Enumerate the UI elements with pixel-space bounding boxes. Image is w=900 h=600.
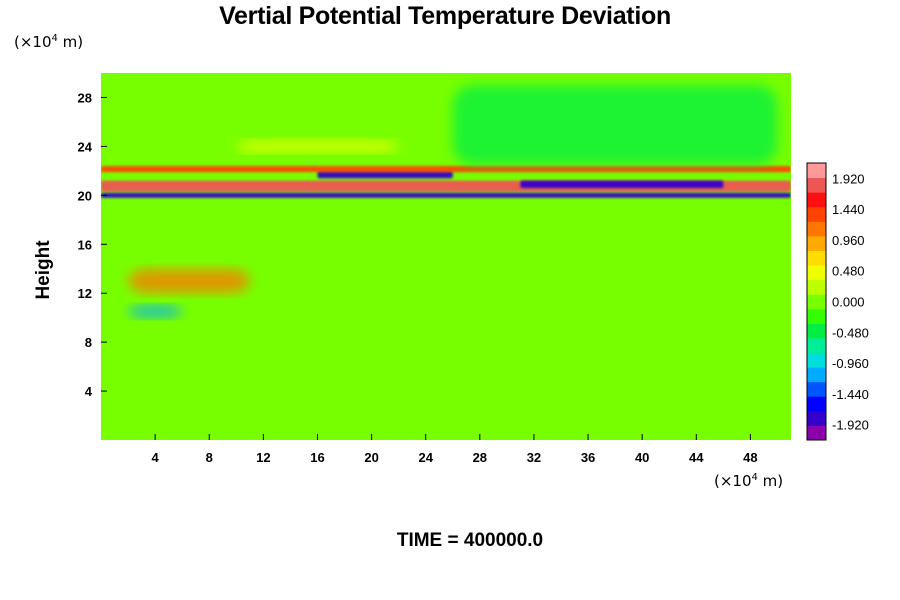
colorbar-segment [807,381,826,397]
x-tick-label: 12 [256,450,270,465]
y-tick-label: 8 [85,335,92,350]
colorbar-segment [807,177,826,193]
colorbar-segment [807,367,826,383]
colorbar-tick-label: -1.920 [832,418,869,433]
x-axis-unit: (×104 m) [714,472,784,490]
x-tick-label: 36 [581,450,595,465]
y-tick-label: 28 [78,90,92,105]
x-tick-label: 20 [364,450,378,465]
colorbar-tick-label: -0.960 [832,356,869,371]
y-tick-label: 16 [78,237,92,252]
colorbar-tick-label: 1.440 [832,202,865,217]
x-tick-label: 44 [689,450,704,465]
colorbar-segment [807,352,826,368]
x-tick-label: 16 [310,450,324,465]
colorbar-segment [807,192,826,208]
colorbar-tick-label: -1.440 [832,387,869,402]
time-label: TIME = 400000.0 [396,530,544,551]
feature-7 [128,268,250,294]
colorbar-tick-label: 1.920 [832,171,865,186]
colorbar-segment [807,337,826,354]
y-axis-unit: (×104 m) [14,33,84,51]
feature-8 [128,305,183,318]
y-tick-label: 12 [78,286,92,301]
feature-1 [101,192,791,198]
feature-4 [101,165,791,173]
x-tick-label: 4 [152,450,160,465]
colorbar-segment [807,265,826,281]
feature-5 [236,140,399,153]
x-tick-label: 8 [206,450,213,465]
y-tick-label: 4 [85,384,93,399]
x-tick-label: 24 [418,450,433,465]
colorbar-tick-label: 0.480 [832,264,865,279]
colorbar-tick-label: 0.000 [832,295,865,310]
colorbar-tick-label: 0.960 [832,233,865,248]
colorbar-segment [807,294,826,310]
colorbar-frame [806,162,827,441]
x-tick-label: 28 [473,450,487,465]
colorbar-segment [807,425,826,441]
feature-3 [520,180,724,188]
colorbar-segment [807,323,826,339]
y-tick-label: 20 [78,188,92,203]
x-tick-label: 40 [635,450,649,465]
y-tick-label: 24 [78,139,93,154]
colorbar-tick-label: -0.480 [832,325,869,340]
colorbar-segment [807,279,826,295]
colorbar-segment [807,250,826,266]
colorbar-segment [807,396,826,412]
feature-6 [452,85,778,165]
colorbar-segment [807,410,826,426]
colorbar-segment [807,235,826,251]
chart-title: Vertial Potential Temperature Deviation [219,2,671,30]
colorbar-segment [807,221,826,237]
colorbar-segment [807,206,826,222]
x-tick-label: 32 [527,450,541,465]
x-tick-label: 48 [743,450,757,465]
feature-2 [317,170,453,179]
colorbar-segment [807,163,826,179]
colorbar-segment [807,308,826,324]
